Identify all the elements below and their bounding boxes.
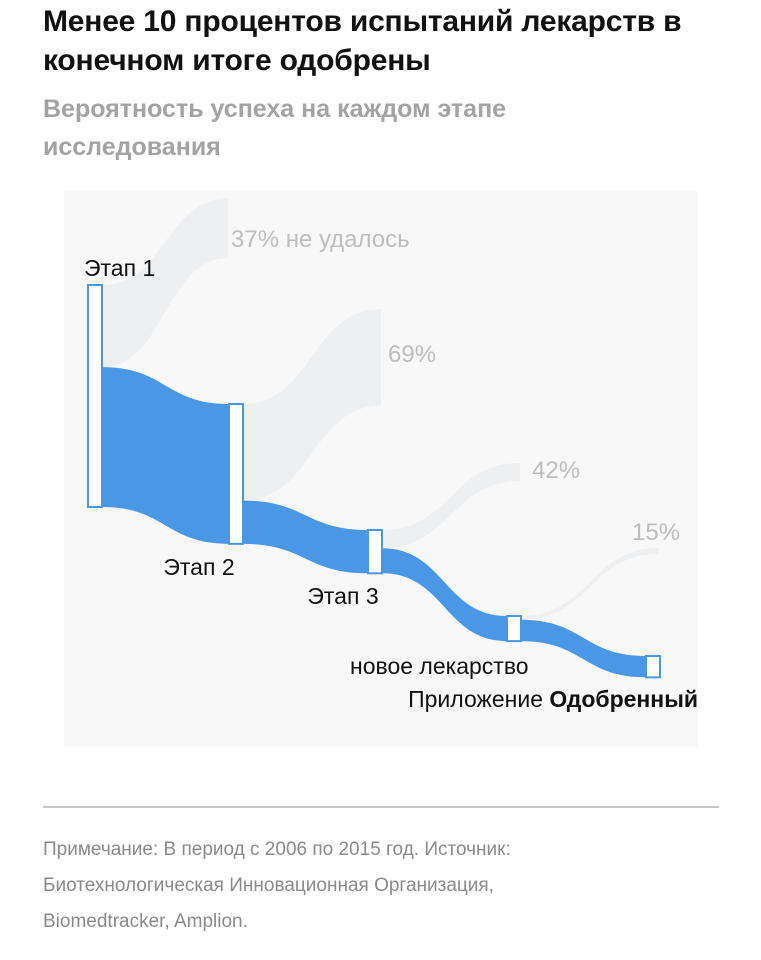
fail-label-4: 15% [632,519,680,546]
fail-label-2: 69% [388,341,436,368]
fail-flow-stage-1 [102,199,228,368]
footer-note: Примечание: В период с 2006 по 2015 год.… [43,832,683,940]
chart-subtitle: Вероятность успеха на каждом этапе иссле… [43,95,507,161]
stage-label-4: новое лекарство [350,653,529,679]
approved-label: Приложение Одобренный [408,686,698,712]
pass-flow-1-to-2 [102,367,229,544]
stage-node-3 [367,529,383,575]
stage-label-2: Этап 2 [163,554,234,580]
stage-label-1: Этап 1 [84,255,155,281]
chart-title: Менее 10 процентов испытаний лекарств в … [43,5,682,77]
source-line-1: Биотехнологическая Инновационная Организ… [43,875,494,896]
note-line: Примечание: В период с 2006 по 2015 год.… [43,839,511,860]
fail-stub-2 [379,309,381,406]
fail-stub-3 [518,463,520,482]
fail-stub-1 [226,199,228,259]
sankey-chart: Этап 1 Этап 2 Этап 3 новое лекарство Приложе… [64,191,698,747]
stage-node-1 [87,284,103,508]
stage-node-4 [506,615,522,643]
fail-flow-stage-3 [382,463,520,549]
fail-label-1: 37% не удалось [231,226,410,253]
fail-label-3: 42% [532,457,580,484]
pass-flow-2-to-3 [243,500,368,574]
fail-stub-4 [657,548,659,554]
stage-label-3: Этап 3 [307,583,378,609]
approved-bold: Одобренный [549,686,698,712]
fail-flow-stage-2 [243,309,381,501]
stage-node-2 [228,403,244,545]
pass-flow-3-to-4 [382,548,507,642]
approved-prefix: Приложение [408,686,549,712]
fail-flow-stage-4 [521,548,659,620]
footer-divider [43,806,719,808]
source-line-2: Biomedtracker, Amplion. [43,911,248,932]
stage-node-5 [645,655,661,679]
pass-flow-4-to-5 [521,619,646,678]
